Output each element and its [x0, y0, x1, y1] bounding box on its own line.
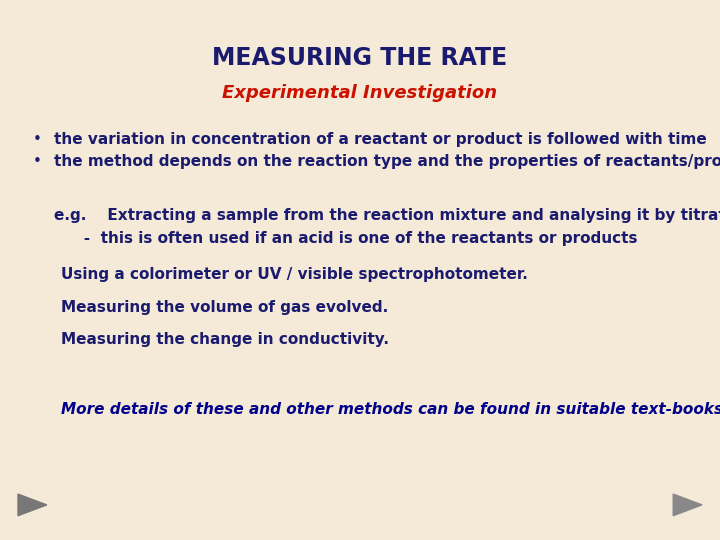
Text: the method depends on the reaction type and the properties of reactants/products: the method depends on the reaction type … [54, 154, 720, 169]
Polygon shape [18, 494, 47, 516]
Text: e.g.    Extracting a sample from the reaction mixture and analysing it by titrat: e.g. Extracting a sample from the reacti… [54, 208, 720, 223]
Text: •: • [32, 132, 41, 147]
Text: •: • [32, 154, 41, 169]
Text: Measuring the volume of gas evolved.: Measuring the volume of gas evolved. [61, 300, 389, 315]
Text: Experimental Investigation: Experimental Investigation [222, 84, 498, 102]
Text: Measuring the change in conductivity.: Measuring the change in conductivity. [61, 332, 390, 347]
Text: MEASURING THE RATE: MEASURING THE RATE [212, 46, 508, 70]
Polygon shape [673, 494, 702, 516]
Text: Using a colorimeter or UV / visible spectrophotometer.: Using a colorimeter or UV / visible spec… [61, 267, 528, 282]
Text: the variation in concentration of a reactant or product is followed with time: the variation in concentration of a reac… [54, 132, 707, 147]
Text: -  this is often used if an acid is one of the reactants or products: - this is often used if an acid is one o… [68, 231, 638, 246]
Text: More details of these and other methods can be found in suitable text-books.: More details of these and other methods … [61, 402, 720, 417]
